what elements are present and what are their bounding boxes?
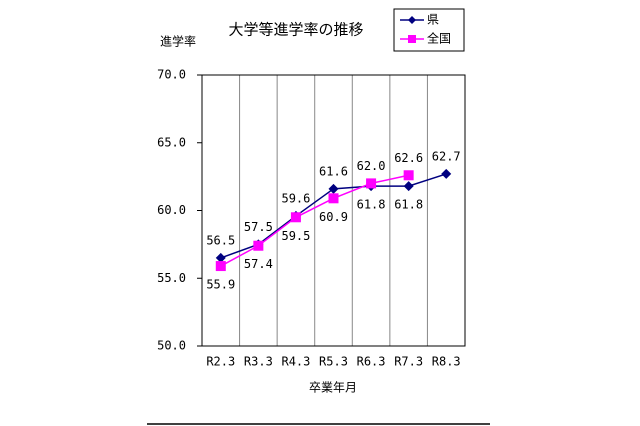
data-label: 55.9 xyxy=(206,278,235,292)
series-line xyxy=(220,174,409,267)
legend-marker xyxy=(408,35,416,43)
x-tick-label: R5.3 xyxy=(319,355,348,369)
data-label: 60.9 xyxy=(319,210,348,224)
y-tick-label: 65.0 xyxy=(157,135,186,149)
marker xyxy=(215,261,226,272)
data-label: 62.7 xyxy=(432,149,461,163)
data-label: 57.4 xyxy=(244,257,273,271)
marker xyxy=(441,168,452,179)
x-tick-label: R4.3 xyxy=(281,355,310,369)
marker xyxy=(403,170,414,181)
data-label: 57.5 xyxy=(244,220,273,234)
marker xyxy=(328,183,339,194)
legend-box xyxy=(393,8,465,52)
data-label: 56.5 xyxy=(206,233,235,247)
marker xyxy=(328,193,339,204)
chart-title: 大学等進学率の推移 xyxy=(228,21,363,39)
marker xyxy=(215,252,226,263)
x-tick-label: R2.3 xyxy=(206,355,235,369)
legend-label: 全国 xyxy=(427,31,451,46)
data-label: 61.8 xyxy=(394,198,423,212)
data-label: 59.5 xyxy=(281,229,310,243)
marker xyxy=(290,212,301,223)
data-label: 61.8 xyxy=(357,198,386,212)
y-tick-label: 55.0 xyxy=(157,271,186,285)
data-label: 61.6 xyxy=(319,164,348,178)
marker xyxy=(366,178,377,189)
y-tick-label: 60.0 xyxy=(157,203,186,217)
data-label: 62.6 xyxy=(394,151,423,165)
data-label: 62.0 xyxy=(357,159,386,173)
marker xyxy=(253,240,264,251)
y-tick-label: 70.0 xyxy=(157,68,186,82)
y-axis-label: 進学率 xyxy=(160,34,196,49)
x-tick-label: R6.3 xyxy=(357,355,386,369)
x-tick-label: R7.3 xyxy=(394,355,423,369)
x-tick-label: R8.3 xyxy=(432,355,461,369)
data-label: 59.6 xyxy=(281,191,310,205)
y-tick-label: 50.0 xyxy=(157,339,186,353)
legend-label: 県 xyxy=(427,13,439,27)
x-axis-label: 卒業年月 xyxy=(309,381,357,395)
marker xyxy=(403,181,414,192)
legend-marker xyxy=(408,16,416,24)
x-tick-label: R3.3 xyxy=(244,355,273,369)
